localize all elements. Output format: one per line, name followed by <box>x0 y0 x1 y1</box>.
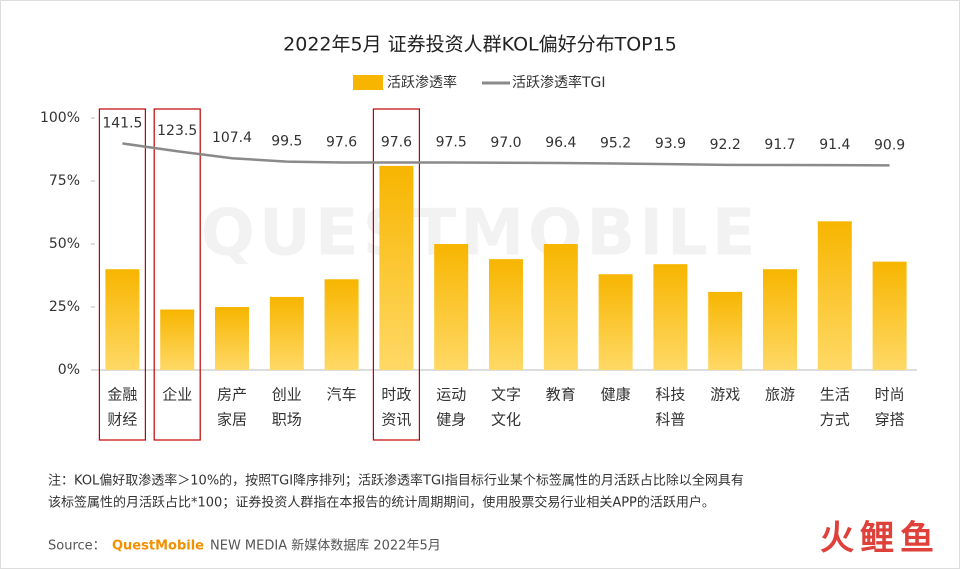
data-label: 91.4 <box>819 137 850 153</box>
y-tick-label: 50% <box>49 236 80 252</box>
data-label: 97.6 <box>326 134 357 150</box>
chart-title: 2022年5月 证券投资人群KOL偏好分布TOP15 <box>283 34 677 56</box>
bar <box>324 279 359 370</box>
bar <box>215 307 249 370</box>
bar <box>269 296 304 370</box>
data-label: 123.5 <box>157 123 197 139</box>
x-tick-label: 科技 <box>655 386 685 404</box>
bar <box>434 244 469 370</box>
legend-label: 活跃渗透率 <box>387 74 457 91</box>
watermark: QUESTMOBILE <box>200 197 759 271</box>
source-label: Source： <box>48 539 106 554</box>
bar <box>543 244 578 370</box>
data-label: 107.4 <box>212 130 252 146</box>
x-tick-label: 资讯 <box>381 411 411 429</box>
x-tick-label: 时尚 <box>875 386 905 404</box>
x-tick-label: 财经 <box>107 411 137 429</box>
x-tick-label: 文化 <box>491 411 521 429</box>
bar <box>763 269 797 370</box>
x-tick-label: 教育 <box>546 386 576 404</box>
source-brand: QuestMobile <box>112 539 204 554</box>
data-label: 97.5 <box>436 135 467 151</box>
data-label: 93.9 <box>655 136 686 152</box>
logo: 火鲤鱼 <box>820 519 940 559</box>
bar <box>708 291 743 370</box>
y-tick-label: 100% <box>40 110 80 126</box>
x-tick-label: 企业 <box>162 386 192 404</box>
data-label: 99.5 <box>271 134 302 150</box>
bar <box>105 269 140 370</box>
source-text: NEW MEDIA 新媒体数据库 2022年5月 <box>210 538 441 554</box>
bar <box>817 221 852 370</box>
x-tick-label: 生活 <box>820 386 850 404</box>
x-tick-label: 职场 <box>272 411 302 429</box>
data-label: 90.9 <box>874 137 905 153</box>
data-label: 141.5 <box>102 115 142 131</box>
x-tick-label: 游戏 <box>710 386 740 404</box>
data-label: 91.7 <box>764 137 795 153</box>
x-tick-label: 金融 <box>107 386 137 404</box>
legend-label: 活跃渗透率TGI <box>512 74 606 91</box>
highlight-box <box>153 108 201 441</box>
x-tick-label: 科普 <box>655 411 685 429</box>
x-tick-label: 创业 <box>272 386 302 404</box>
data-label: 97.0 <box>490 135 521 151</box>
bar <box>598 274 633 370</box>
data-label: 92.2 <box>710 137 741 153</box>
x-tick-label: 房产 <box>217 386 247 404</box>
bar <box>489 259 523 370</box>
bar <box>653 264 688 370</box>
x-tick-label: 汽车 <box>327 386 357 404</box>
x-tick-label: 健身 <box>436 411 466 429</box>
bar <box>160 309 195 370</box>
data-label: 95.2 <box>600 136 631 152</box>
x-tick-label: 文字 <box>491 386 521 404</box>
x-tick-label: 穿搭 <box>875 411 905 429</box>
data-label: 96.4 <box>545 135 576 151</box>
x-tick-label: 健康 <box>601 386 631 404</box>
line <box>122 142 890 167</box>
legend-swatch <box>353 75 383 90</box>
data-label: 97.6 <box>381 134 412 150</box>
y-tick-label: 25% <box>49 299 80 315</box>
note: 注：KOL偏好取渗透率＞10%的，按照TGI降序排列；活跃渗透率TGI指目标行业… <box>48 473 744 489</box>
note: 该标签属性的月活跃占比*100；证券投资人群指在本报告的统计周期期间，使用股票交… <box>48 495 715 511</box>
highlight-box <box>372 108 420 441</box>
bar <box>379 165 414 370</box>
legend: 活跃渗透率 活跃渗透率TGI <box>353 74 606 91</box>
x-tick-label: 家居 <box>217 411 247 429</box>
x-tick-label: 时政 <box>381 386 411 404</box>
x-tick-label: 方式 <box>820 411 850 429</box>
x-tick-label: 旅游 <box>765 386 795 404</box>
highlight-box <box>98 108 147 441</box>
bar <box>872 261 907 370</box>
x-tick-label: 运动 <box>436 386 466 404</box>
y-tick-label: 75% <box>49 173 80 189</box>
y-tick-label: 0% <box>58 362 80 378</box>
